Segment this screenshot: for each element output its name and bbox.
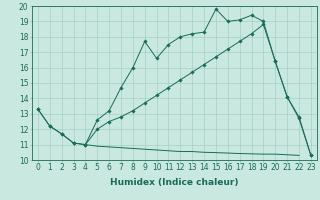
- X-axis label: Humidex (Indice chaleur): Humidex (Indice chaleur): [110, 178, 239, 187]
